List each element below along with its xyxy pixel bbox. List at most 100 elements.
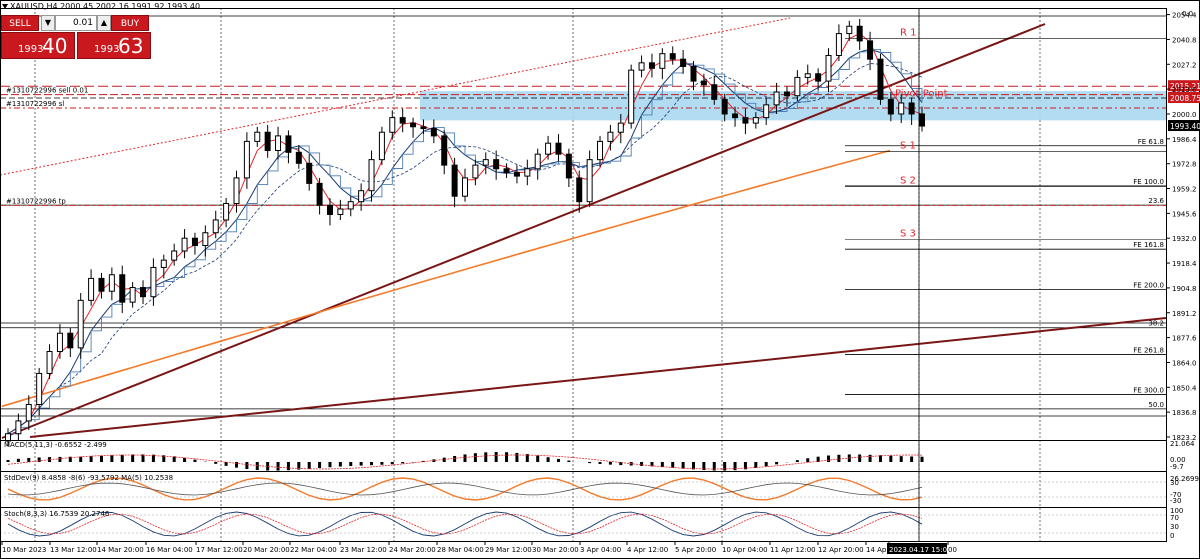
candle-body (524, 168, 531, 177)
buy-price-button[interactable]: 1993 63 (77, 32, 151, 59)
candle-body (243, 140, 250, 179)
candle-body (88, 277, 95, 301)
candle-body (254, 131, 261, 142)
macd-bar (671, 462, 675, 468)
macd-bar (266, 462, 270, 471)
macd-bar (505, 452, 509, 462)
macd-bar (858, 454, 862, 462)
candle-body (15, 420, 22, 435)
macd-bar (286, 462, 290, 471)
candle-body (462, 177, 468, 197)
macd-bar (255, 462, 259, 471)
candle-body (275, 135, 282, 152)
time-tick-label: 29 Mar 12:00 (485, 546, 532, 554)
price-tick-label: 2040.8 (1172, 36, 1197, 44)
macd-bar (619, 462, 623, 466)
macd-bar (712, 462, 716, 471)
candle-body (233, 177, 240, 204)
macd-bar (795, 460, 799, 462)
price-axis-top-label: 0.0 (1182, 10, 1193, 18)
candle-body (794, 76, 801, 97)
pivot-label: R 1 (900, 27, 917, 38)
candle-body (555, 142, 562, 155)
macd-bar (6, 460, 10, 462)
lot-size-input[interactable]: 0.01 (55, 15, 97, 31)
macd-bar (151, 454, 155, 462)
fib-label: FE 200.0 (1133, 281, 1164, 289)
time-tick-label: 10 Apr 04:00 (722, 546, 768, 554)
macd-bar (338, 462, 342, 467)
collapse-triangle-icon[interactable] (2, 4, 8, 9)
macd-bar (89, 456, 93, 462)
candle-body (223, 202, 230, 221)
time-tick-label: 23 Mar 12:00 (340, 546, 387, 554)
price-tick-label: 2013.6 (1172, 86, 1197, 94)
macd-bar (235, 462, 238, 468)
indicator-tick-label: 100 (1170, 507, 1183, 515)
candle-body (140, 287, 147, 298)
lot-decrease-icon[interactable]: ▼ (41, 15, 55, 31)
macd-bar (484, 452, 488, 462)
buy-button[interactable]: BUY (111, 15, 149, 31)
macd-bar (162, 455, 166, 462)
macd-bar (806, 458, 810, 462)
candle-body (129, 287, 136, 303)
candle-body (295, 151, 302, 164)
candle-body (181, 237, 188, 252)
time-tick-label: 24 Mar 20:00 (389, 546, 436, 554)
candle-body (285, 135, 292, 153)
macd-bar (16, 458, 20, 462)
macd-bar (183, 457, 187, 462)
candle-body (783, 91, 790, 97)
macd-bar (754, 462, 758, 469)
candle-body (856, 25, 863, 42)
time-tick-label: 10 Mar 2023 (2, 546, 46, 554)
candle-body (25, 403, 32, 422)
pivot-label: Pivot Point (895, 89, 948, 100)
lot-increase-icon[interactable]: ▲ (97, 15, 111, 31)
candle-body (586, 159, 593, 203)
macd-bar (390, 462, 394, 465)
macd-bar (370, 462, 374, 466)
current-price-label: 1993.40 (1170, 122, 1200, 131)
candle-body (5, 433, 11, 442)
macd-bar (297, 462, 301, 470)
candle-body (680, 58, 687, 67)
stoch-k (7, 511, 923, 537)
macd-bar (421, 460, 425, 462)
candle-body (482, 159, 489, 166)
indicator-label: MACD(5,11,3) -0.6552 -2.499 (4, 441, 107, 449)
macd-bar (27, 457, 31, 462)
macd-bar (328, 462, 332, 468)
candle-body (316, 182, 323, 206)
ma-200 (1, 149, 891, 408)
macd-bar (172, 456, 176, 462)
candle-body (711, 84, 718, 100)
indicator-label: StdDev(9) 8.4858 -8(6) -93.5792 MA(5) 10… (4, 474, 173, 482)
macd-bar (79, 456, 83, 462)
macd-bar (733, 462, 737, 471)
sell-button[interactable]: SELL (1, 15, 39, 31)
candle-body (648, 62, 655, 69)
fib-label: FE 261.8 (1133, 346, 1164, 354)
one-click-trading-panel[interactable]: XAUUSD,H4 2000.45 2002.16 1991.92 1993.4… (1, 1, 200, 59)
candle-body (545, 142, 552, 155)
sell-price-button[interactable]: 1993 40 (1, 32, 75, 59)
fib-label: FE 100.0 (1133, 178, 1164, 186)
candle-body (326, 204, 333, 215)
macd-bar (692, 462, 695, 470)
price-tick-label: 1932.0 (1172, 235, 1197, 243)
candle-body (337, 208, 344, 215)
macd-bar (131, 454, 135, 462)
candle-body (659, 53, 666, 69)
macd-bar (650, 462, 654, 467)
candle-body (410, 122, 417, 128)
candle-body (420, 126, 427, 130)
macd-bar (816, 456, 820, 462)
price-tick-label: 2027.2 (1172, 61, 1197, 69)
price-badge-label: 2008.75 (1170, 94, 1200, 103)
indicator-tick-label: 70 (1170, 514, 1179, 522)
candle-body (108, 274, 115, 292)
